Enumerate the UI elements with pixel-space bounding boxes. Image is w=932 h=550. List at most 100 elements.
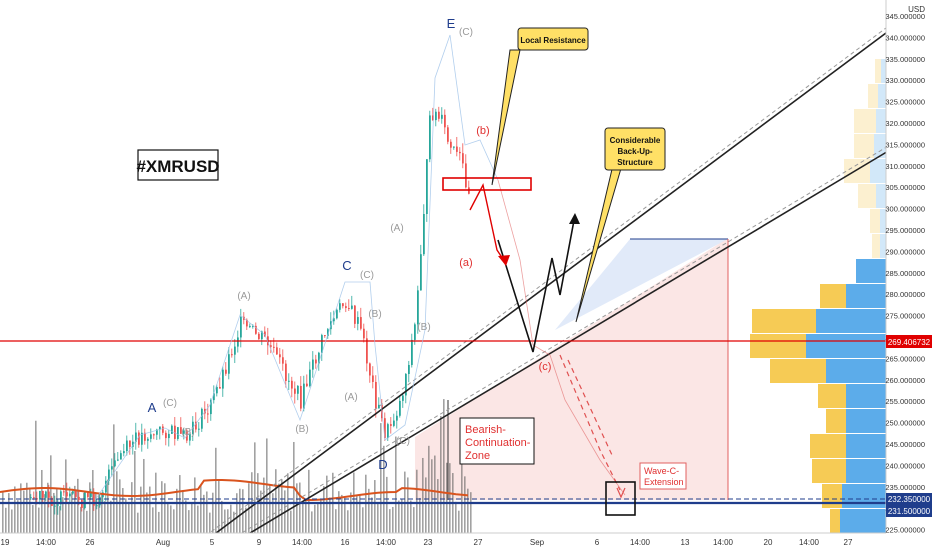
volume-bar <box>125 498 127 533</box>
support-price-text-1: 232.350000 <box>888 495 931 504</box>
candle-body <box>393 420 395 426</box>
volume-bar <box>104 501 106 533</box>
local-resistance-callout <box>517 27 589 51</box>
candle-body <box>435 111 437 121</box>
candle-body <box>234 346 236 355</box>
target-arrow <box>616 487 626 499</box>
volume-bar <box>176 488 178 533</box>
volume-bar <box>350 492 352 533</box>
volume-bar <box>119 479 121 533</box>
volume-bar <box>17 500 19 533</box>
candle-body <box>105 480 107 493</box>
candle-body <box>354 305 356 324</box>
volume-bars <box>2 399 472 533</box>
sublabel-c-4: (C) <box>459 27 473 38</box>
volume-bar <box>152 507 154 533</box>
time-tick-label: 26 <box>86 538 95 547</box>
resistance-price-tag: 269.406732 <box>886 335 932 348</box>
volume-bar <box>173 509 175 533</box>
volume-bar <box>65 459 67 533</box>
resistance-price-text: 269.406732 <box>888 338 931 347</box>
price-tick-label: 325.000000 <box>885 98 925 107</box>
candle-body <box>123 451 125 454</box>
volume-bar <box>194 477 196 533</box>
candle-body <box>48 491 50 498</box>
volume-bar <box>161 481 163 533</box>
candle-body <box>87 492 89 497</box>
volume-profile-bar-up <box>874 134 886 158</box>
red-label-b: (b) <box>476 125 489 137</box>
bullish-scenario-path <box>497 214 576 353</box>
volume-bar <box>131 482 133 533</box>
volume-profile-bar-down <box>830 509 840 533</box>
candle-body <box>57 504 59 506</box>
currency-label: USD <box>908 5 925 14</box>
volume-profile-bar-up <box>846 459 886 483</box>
volume-profile-bar-up <box>846 284 886 308</box>
volume-bar <box>113 424 115 533</box>
volume-bar <box>41 469 43 533</box>
support-price-text-2: 231.500000 <box>888 507 931 516</box>
volume-bar <box>62 497 64 533</box>
sublabel-b-2: (B) <box>295 424 308 435</box>
candle-body <box>114 460 116 467</box>
candle-body <box>342 303 344 307</box>
volume-bar <box>275 469 277 533</box>
price-tick-label: 345.000000 <box>885 12 925 21</box>
candle-body <box>222 369 224 389</box>
volume-profile-bar-up <box>826 359 886 383</box>
volume-profile-bar-up <box>878 84 886 108</box>
candle-body <box>90 492 92 497</box>
wave-label-c: C <box>342 258 351 273</box>
time-tick-label: 27 <box>844 538 853 547</box>
candle-body <box>438 111 440 119</box>
volume-profile-bar-up <box>880 234 886 258</box>
volume-bar <box>326 475 328 533</box>
candle-body <box>291 380 293 389</box>
volume-bar <box>401 498 403 533</box>
wave-c-text-1: Wave-C- <box>644 466 679 476</box>
time-axis[interactable] <box>0 533 932 550</box>
time-tick-label: 19 <box>1 538 10 547</box>
volume-bar <box>14 486 16 533</box>
volume-profile-bar-down <box>868 84 878 108</box>
candle-body <box>396 415 398 421</box>
volume-bar <box>242 489 244 533</box>
volume-bar <box>47 482 49 533</box>
volume-bar <box>140 486 142 533</box>
volume-profile-bar-up <box>876 184 886 208</box>
volume-bar <box>455 501 457 533</box>
candle-body <box>450 141 452 148</box>
candle-body <box>39 490 41 500</box>
volume-bar <box>77 478 79 533</box>
volume-profile-bar-down <box>854 134 874 158</box>
volume-bar <box>32 505 34 533</box>
candle-body <box>336 309 338 319</box>
support-price-tag-2: 231.500000 <box>886 505 932 517</box>
candle-body <box>321 335 323 353</box>
candle-body <box>273 346 275 348</box>
price-axis[interactable] <box>886 0 932 550</box>
price-tick-label: 275.000000 <box>885 312 925 321</box>
volume-bar <box>188 510 190 533</box>
candle-body <box>96 505 98 507</box>
candle-body <box>198 428 200 430</box>
volume-bar <box>23 490 25 533</box>
volume-bar <box>299 482 301 533</box>
candle-body <box>33 497 35 499</box>
volume-profile-bar-up <box>816 309 886 333</box>
candle-body <box>447 127 449 142</box>
price-tick-label: 250.000000 <box>885 419 925 428</box>
candle-body <box>408 364 410 374</box>
volume-bar <box>206 491 208 533</box>
symbol-label: #XMRUSD <box>136 157 219 176</box>
bearish-text-2: Continuation- <box>465 437 531 449</box>
volume-bar <box>98 493 100 533</box>
candle-body <box>201 408 203 429</box>
price-tick-label: 260.000000 <box>885 376 925 385</box>
candle-body <box>315 359 317 364</box>
red-label-a: (a) <box>459 257 472 269</box>
volume-profile-bar-down <box>875 59 881 83</box>
price-tick-label: 335.000000 <box>885 55 925 64</box>
